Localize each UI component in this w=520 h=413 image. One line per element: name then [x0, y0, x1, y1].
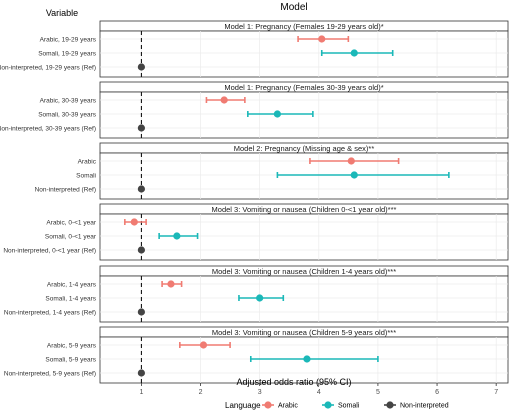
- x-tick-label: 3: [258, 389, 262, 396]
- row-label: Somali: [76, 173, 96, 180]
- panel: Model 1: Pregnancy (Females 30-39 years …: [0, 81, 509, 139]
- panel-title: Model 3: Vomiting or nausea (Children 0-…: [212, 205, 397, 214]
- x-axis: 1 2 3 4 5 6 7: [139, 383, 498, 396]
- estimate-point: [273, 110, 281, 118]
- x-tick-label: 4: [317, 389, 321, 396]
- panel: Model 1: Pregnancy (Females 19-29 years …: [0, 20, 509, 78]
- legend-title: Language: [225, 401, 261, 410]
- legend-key-point: [386, 401, 394, 409]
- panel: Model 3: Vomiting or nausea (Children 5-…: [4, 326, 509, 384]
- row-label: Arabic, 1-4 years: [47, 282, 97, 289]
- panel-body: [99, 152, 509, 200]
- panel: Model 3: Vomiting or nausea (Children 0-…: [3, 203, 509, 261]
- estimate-point: [137, 63, 145, 71]
- legend: Language Arabic Somali Non-interpreted: [225, 401, 449, 410]
- panels-group: Model 1: Pregnancy (Females 19-29 years …: [0, 20, 509, 384]
- row-label: Somali, 30-39 years: [38, 112, 97, 119]
- legend-label: Non-interpreted: [400, 403, 449, 410]
- estimate-point: [137, 124, 145, 132]
- x-axis-label: Adjusted odds ratio (95% CI): [236, 377, 351, 387]
- panel: Model 2: Pregnancy (Missing age & sex)**…: [35, 142, 509, 200]
- estimate-point: [173, 232, 181, 240]
- legend-key-point: [324, 401, 332, 409]
- estimate-point: [350, 49, 358, 57]
- row-header: Variable: [46, 8, 78, 18]
- x-tick-label: 5: [376, 389, 380, 396]
- estimate-point: [347, 157, 355, 165]
- estimate-point: [137, 185, 145, 193]
- panel-title: Model 3: Vomiting or nausea (Children 5-…: [212, 328, 396, 337]
- panel-body: [99, 30, 509, 78]
- row-label: Non-interpreted, 1-4 years (Ref): [4, 310, 96, 317]
- legend-key-point: [264, 401, 272, 409]
- estimate-point: [130, 218, 138, 226]
- row-label: Non-interpreted, 0-<1 year (Ref): [3, 248, 96, 255]
- estimate-point: [167, 280, 175, 288]
- row-label: Somali, 0-<1 year: [45, 234, 97, 241]
- row-label: Somali, 19-29 years: [38, 51, 97, 58]
- row-label: Non-interpreted, 30-39 years (Ref): [0, 126, 96, 133]
- row-label: Arabic, 30-39 years: [40, 98, 97, 105]
- row-label: Arabic, 19-29 years: [40, 37, 97, 44]
- panel-title: Model 1: Pregnancy (Females 30-39 years …: [224, 83, 383, 92]
- x-tick-label: 7: [494, 389, 498, 396]
- estimate-point: [137, 369, 145, 377]
- chart-title: Model: [280, 2, 307, 13]
- panel-title: Model 1: Pregnancy (Females 19-29 years …: [224, 22, 383, 31]
- estimate-point: [199, 341, 208, 349]
- row-label: Arabic, 0-<1 year: [46, 220, 97, 227]
- row-label: Arabic, 5-9 years: [47, 343, 97, 350]
- panel: Model 3: Vomiting or nausea (Children 1-…: [4, 265, 509, 323]
- row-label: Non-interpreted, 19-29 years (Ref): [0, 65, 96, 72]
- panel-body: [99, 213, 509, 261]
- panel-title: Model 2: Pregnancy (Missing age & sex)**: [234, 144, 375, 153]
- x-tick-label: 1: [139, 389, 143, 396]
- estimate-point: [303, 355, 311, 363]
- row-label: Somali, 1-4 years: [45, 296, 96, 303]
- x-tick-label: 6: [435, 389, 439, 396]
- estimate-point: [220, 96, 228, 104]
- row-label: Non-interpreted (Ref): [35, 187, 96, 194]
- panel-title: Model 3: Vomiting or nausea (Children 1-…: [212, 267, 396, 276]
- panel-body: [99, 91, 509, 139]
- legend-label: Somali: [338, 403, 360, 410]
- estimate-point: [137, 308, 145, 316]
- estimate-point: [318, 35, 326, 43]
- row-label: Somali, 5-9 years: [45, 357, 96, 364]
- estimate-point: [256, 294, 264, 302]
- estimate-point: [137, 246, 145, 254]
- estimate-point: [350, 171, 358, 179]
- row-label: Arabic: [78, 159, 97, 166]
- x-tick-label: 2: [199, 389, 203, 396]
- legend-label: Arabic: [278, 403, 298, 410]
- row-label: Non-interpreted, 5-9 years (Ref): [4, 371, 96, 378]
- panel-body: [99, 275, 509, 323]
